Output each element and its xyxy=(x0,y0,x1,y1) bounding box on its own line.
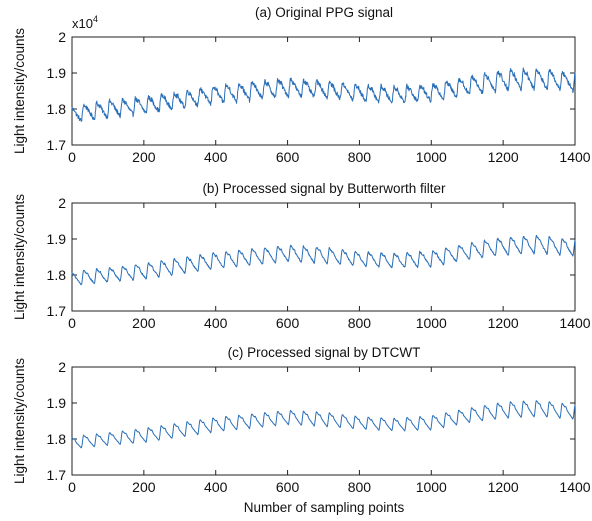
panel-c-y-tick-label: 1.7 xyxy=(47,467,67,483)
panel-a-x-tick-label: 1000 xyxy=(416,149,447,165)
y-multiplier: x104 xyxy=(72,14,98,31)
panel-b-title: (b) Processed signal by Butterworth filt… xyxy=(202,181,446,196)
panel-b-y-axis-label: Light intensity/counts xyxy=(12,194,27,320)
panel-c-x-tick-label: 600 xyxy=(276,479,300,495)
panel-c-plot: 0 200 400 600 800 1000 1200 1400 1.7 1.8 1.9 2 Light… xyxy=(12,358,591,495)
panel-b-y-tick-label: 1.9 xyxy=(47,231,67,247)
x-axis-label: Number of sampling points xyxy=(244,500,405,515)
panel-a-x-tick-label: 1200 xyxy=(488,149,519,165)
panel-a-y-tick-label: 1.8 xyxy=(47,101,67,117)
panel-c-y-tick-label: 2 xyxy=(58,359,66,375)
panel-b-x-tick-label: 800 xyxy=(348,315,372,331)
panel-a-x-tick-label: 0 xyxy=(68,149,76,165)
panel-a-x-tick-label: 200 xyxy=(132,149,156,165)
panel-b-x-tick-label: 1000 xyxy=(416,315,447,331)
panel-c-x-tick-label: 800 xyxy=(348,479,372,495)
panel-c-x-tick-label: 0 xyxy=(68,479,76,495)
panel-b-axes-box xyxy=(71,202,576,312)
panel-c-y-tick-label: 1.9 xyxy=(47,395,67,411)
panel-b-x-tick-label: 0 xyxy=(68,315,76,331)
panel-b: (b) Processed signal by Butterworth filt… xyxy=(12,181,591,331)
panel-c-x-tick-label: 400 xyxy=(204,479,228,495)
panel-b-x-tick-label: 400 xyxy=(204,315,228,331)
panel-c-y-axis-label: Light intensity/counts xyxy=(12,358,27,484)
panel-b-y-tick-label: 2 xyxy=(58,195,66,211)
panel-a-y-tick-label: 2 xyxy=(58,29,66,45)
panel-a-x-tick-label: 400 xyxy=(204,149,228,165)
panel-c-x-tick-label: 1200 xyxy=(488,479,519,495)
panel-a-signal-line xyxy=(71,67,576,122)
panel-a-x-tick-label: 1400 xyxy=(559,149,590,165)
panel-c-x-tick-label: 1400 xyxy=(559,479,590,495)
panel-c-y-tick-label: 1.8 xyxy=(47,431,67,447)
panel-b-x-tick-label: 200 xyxy=(132,315,156,331)
panel-a: x104 (a) Original PPG signal 0 200 400 600 8… xyxy=(12,5,591,165)
panel-c-title: (c) Processed signal by DTCWT xyxy=(228,345,421,360)
panel-a-x-tick-label: 600 xyxy=(276,149,300,165)
panel-a-y-axis-label: Light intensity/counts xyxy=(12,28,27,154)
panel-c-signal-line xyxy=(71,400,576,449)
panel-a-title: (a) Original PPG signal xyxy=(255,5,393,20)
panel-b-x-tick-label: 1200 xyxy=(488,315,519,331)
panel-b-y-tick-label: 1.8 xyxy=(47,267,67,283)
panel-c: (c) Processed signal by DTCWT 0 200 400 600… xyxy=(12,345,591,515)
panel-b-x-tick-label: 600 xyxy=(276,315,300,331)
panel-b-x-tick-label: 1400 xyxy=(559,315,590,331)
panel-b-plot: 0 200 400 600 800 1000 1200 1400 1.7 1.8 1.9 2 Light… xyxy=(12,194,591,331)
panel-a-x-tick-label: 800 xyxy=(348,149,372,165)
panel-c-x-tick-label: 1000 xyxy=(416,479,447,495)
panel-c-axes-box xyxy=(71,366,576,476)
panel-a-y-tick-label: 1.7 xyxy=(47,137,67,153)
panel-a-plot: 0 200 400 600 800 1000 1200 1400 1.7 1.8 1.9 2 Light… xyxy=(12,28,591,165)
panel-c-x-tick-label: 200 xyxy=(132,479,156,495)
panel-b-y-tick-label: 1.7 xyxy=(47,303,67,319)
panel-a-axes-box xyxy=(71,36,576,146)
panel-b-signal-line xyxy=(71,234,576,286)
panel-a-y-tick-label: 1.9 xyxy=(47,65,67,81)
